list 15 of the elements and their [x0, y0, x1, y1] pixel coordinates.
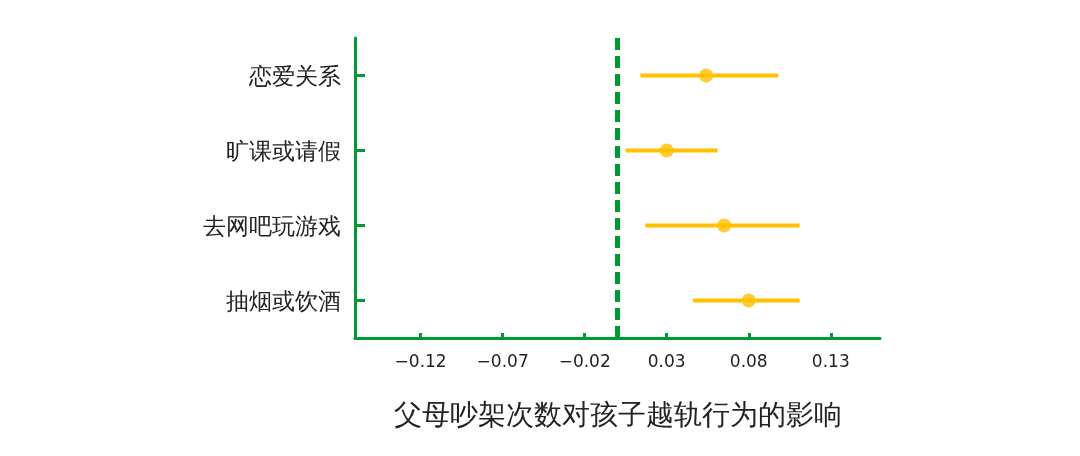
x-tick-label: −0.07: [476, 350, 529, 371]
x-tick-label: 0.03: [647, 350, 686, 371]
x-tick-label: 0.13: [811, 350, 850, 371]
x-axis-title: 父母吵架次数对孩子越轨行为的影响: [393, 397, 842, 431]
point: [717, 218, 732, 233]
y-tick-label: 旷课或请假: [226, 137, 341, 164]
x-tick-label: −0.02: [558, 350, 611, 371]
point: [741, 293, 756, 308]
x-tick-label: −0.12: [394, 350, 447, 371]
y-tick-label: 恋爱关系: [248, 62, 341, 89]
point: [699, 68, 714, 83]
y-tick-label: 抽烟或饮酒: [226, 287, 341, 314]
y-tick-label: 去网吧玩游戏: [203, 212, 341, 239]
x-tick-label: 0.08: [729, 350, 768, 371]
point: [659, 143, 674, 158]
